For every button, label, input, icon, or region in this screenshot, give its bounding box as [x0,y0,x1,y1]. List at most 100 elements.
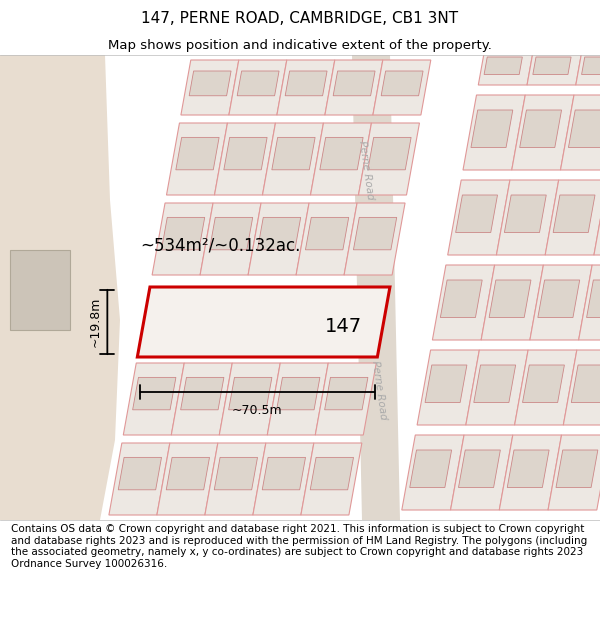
Polygon shape [344,203,405,275]
Polygon shape [425,365,467,403]
Polygon shape [229,378,272,410]
Polygon shape [538,280,580,318]
Polygon shape [478,50,533,85]
Polygon shape [512,95,574,170]
Polygon shape [527,50,582,85]
Polygon shape [402,435,464,510]
Polygon shape [471,110,513,148]
Polygon shape [352,55,400,520]
Polygon shape [124,363,184,435]
Polygon shape [571,365,600,403]
Polygon shape [581,57,600,74]
Polygon shape [277,60,335,115]
Polygon shape [484,57,523,74]
Polygon shape [152,203,213,275]
Polygon shape [316,363,376,435]
Polygon shape [556,450,598,488]
Polygon shape [305,217,349,250]
Polygon shape [301,443,362,515]
Polygon shape [440,280,482,318]
Polygon shape [587,280,600,318]
Polygon shape [157,443,218,515]
Polygon shape [224,138,267,170]
Polygon shape [205,443,266,515]
Text: 147, PERNE ROAD, CAMBRIDGE, CB1 3NT: 147, PERNE ROAD, CAMBRIDGE, CB1 3NT [142,11,458,26]
Polygon shape [325,378,368,410]
Polygon shape [448,180,510,255]
Polygon shape [189,71,231,96]
Text: ~70.5m: ~70.5m [232,404,283,417]
Polygon shape [200,203,261,275]
Polygon shape [172,363,232,435]
Polygon shape [481,265,544,340]
Polygon shape [109,443,170,515]
Polygon shape [268,363,328,435]
Polygon shape [262,458,305,490]
Polygon shape [237,71,279,96]
Polygon shape [215,123,275,195]
Polygon shape [229,60,287,115]
Polygon shape [466,350,528,425]
Polygon shape [594,180,600,255]
Polygon shape [0,55,120,520]
Polygon shape [496,180,559,255]
Polygon shape [568,110,600,148]
Polygon shape [578,265,600,340]
Polygon shape [410,450,452,488]
Polygon shape [220,363,280,435]
Text: ~534m²/~0.132ac.: ~534m²/~0.132ac. [140,236,301,254]
Polygon shape [533,57,571,74]
Polygon shape [520,110,562,148]
Polygon shape [548,435,600,510]
Polygon shape [181,378,224,410]
Polygon shape [253,443,314,515]
Polygon shape [118,458,161,490]
Polygon shape [176,138,219,170]
Polygon shape [530,265,592,340]
Polygon shape [161,217,205,250]
Text: ~19.8m: ~19.8m [88,297,101,348]
Polygon shape [248,203,309,275]
Polygon shape [451,435,513,510]
Polygon shape [359,123,419,195]
Polygon shape [333,71,375,96]
Polygon shape [545,180,600,255]
Text: Perne Road: Perne Road [370,360,388,420]
Polygon shape [553,195,595,232]
Polygon shape [499,435,562,510]
Polygon shape [381,71,423,96]
Text: Contains OS data © Crown copyright and database right 2021. This information is : Contains OS data © Crown copyright and d… [11,524,587,569]
Polygon shape [166,458,209,490]
Polygon shape [167,123,227,195]
Polygon shape [458,450,500,488]
Polygon shape [563,350,600,425]
Polygon shape [505,195,546,232]
Polygon shape [320,138,363,170]
Polygon shape [296,203,357,275]
Polygon shape [325,60,383,115]
Polygon shape [417,350,479,425]
Polygon shape [277,378,320,410]
Polygon shape [353,217,397,250]
Polygon shape [373,60,431,115]
Polygon shape [137,287,390,357]
Polygon shape [311,123,371,195]
Polygon shape [489,280,531,318]
Polygon shape [181,60,239,115]
Polygon shape [507,450,549,488]
Text: Map shows position and indicative extent of the property.: Map shows position and indicative extent… [108,39,492,51]
Text: Perne Road: Perne Road [357,140,375,200]
Polygon shape [368,138,411,170]
Polygon shape [576,50,600,85]
Polygon shape [463,95,525,170]
Polygon shape [560,95,600,170]
Polygon shape [209,217,253,250]
Polygon shape [285,71,327,96]
Text: 147: 147 [325,318,362,336]
Polygon shape [257,217,301,250]
Polygon shape [214,458,257,490]
Polygon shape [263,123,323,195]
Polygon shape [515,350,577,425]
Bar [10,250,70,330]
Polygon shape [133,378,176,410]
